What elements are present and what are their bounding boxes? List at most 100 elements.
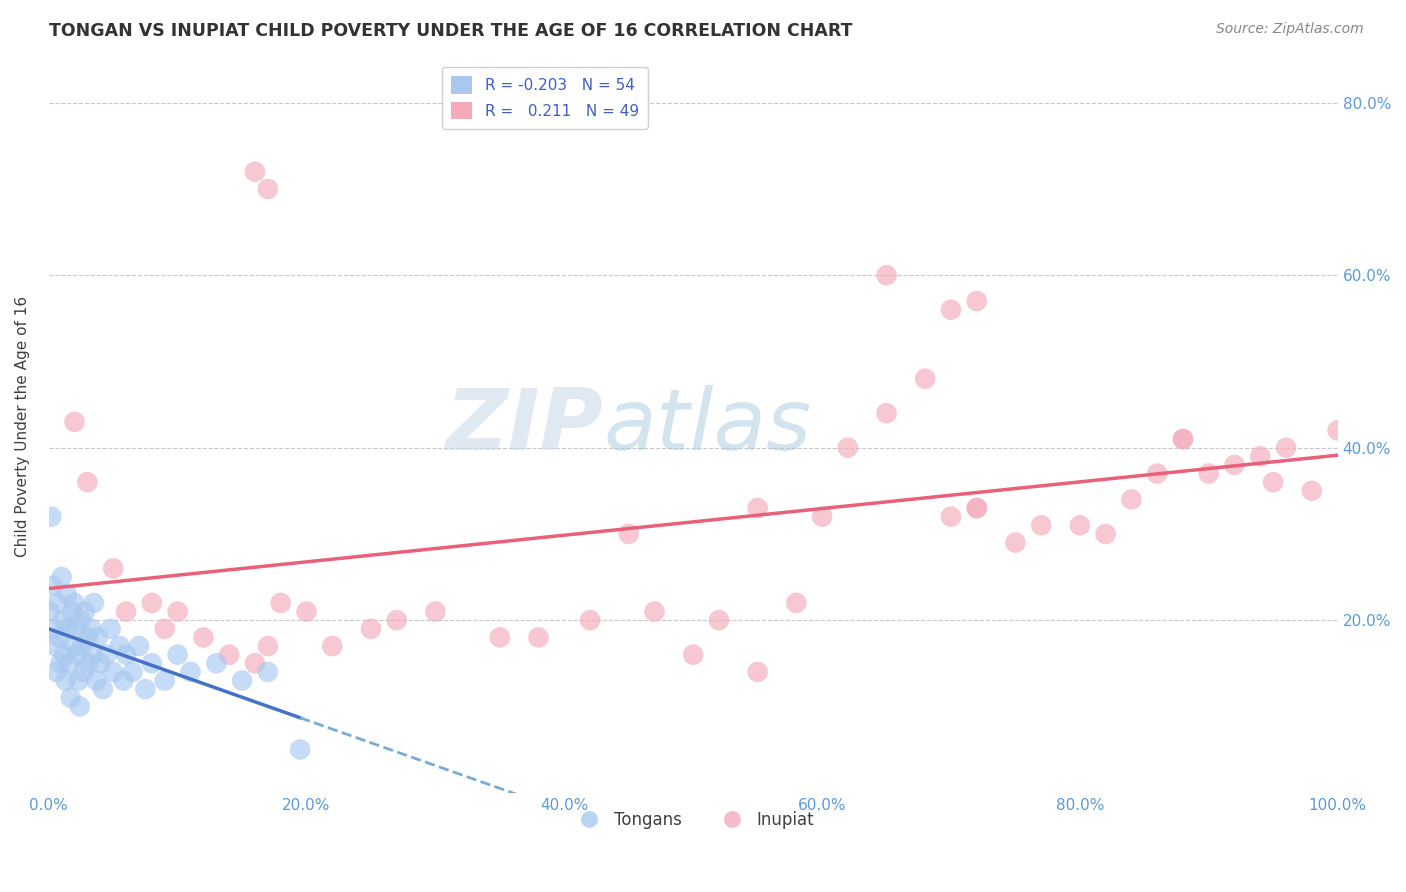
Point <box>1121 492 1143 507</box>
Point <box>87 631 110 645</box>
Point <box>1263 475 1285 490</box>
Point <box>180 665 202 679</box>
Point <box>1249 450 1271 464</box>
Legend: Tongans, Inupiat: Tongans, Inupiat <box>565 805 821 836</box>
Point <box>1004 535 1026 549</box>
Point <box>76 631 98 645</box>
Text: ZIP: ZIP <box>446 384 603 467</box>
Point <box>103 665 125 679</box>
Point <box>112 673 135 688</box>
Point <box>55 673 77 688</box>
Point <box>385 613 408 627</box>
Point <box>425 605 447 619</box>
Point <box>82 648 104 662</box>
Point <box>100 622 122 636</box>
Point <box>876 268 898 283</box>
Point <box>41 509 63 524</box>
Point <box>60 605 83 619</box>
Point <box>72 665 94 679</box>
Point <box>193 631 215 645</box>
Point <box>295 605 318 619</box>
Point <box>46 596 69 610</box>
Point <box>270 596 292 610</box>
Point <box>53 648 76 662</box>
Point <box>153 673 176 688</box>
Point <box>42 622 65 636</box>
Point <box>72 639 94 653</box>
Point <box>644 605 666 619</box>
Point <box>747 665 769 679</box>
Point <box>1301 483 1323 498</box>
Point <box>1146 467 1168 481</box>
Point <box>579 613 602 627</box>
Point <box>785 596 807 610</box>
Point <box>231 673 253 688</box>
Point <box>121 665 143 679</box>
Point <box>52 613 75 627</box>
Point <box>141 657 163 671</box>
Point <box>91 682 114 697</box>
Point <box>243 165 266 179</box>
Point <box>67 673 90 688</box>
Point <box>257 639 280 653</box>
Point <box>45 665 67 679</box>
Point <box>108 639 131 653</box>
Point <box>966 294 988 309</box>
Point <box>73 605 96 619</box>
Point <box>86 673 108 688</box>
Point <box>59 690 82 705</box>
Point <box>939 302 962 317</box>
Point <box>62 639 84 653</box>
Point <box>837 441 859 455</box>
Point <box>489 631 512 645</box>
Point <box>966 501 988 516</box>
Point <box>527 631 550 645</box>
Point <box>218 648 240 662</box>
Point <box>617 527 640 541</box>
Point <box>58 657 80 671</box>
Point <box>153 622 176 636</box>
Point <box>103 561 125 575</box>
Point <box>96 648 118 662</box>
Point <box>115 605 138 619</box>
Point <box>48 631 70 645</box>
Point <box>41 579 63 593</box>
Point <box>77 657 100 671</box>
Point <box>65 622 87 636</box>
Point <box>63 415 86 429</box>
Point <box>1171 432 1194 446</box>
Point <box>51 570 73 584</box>
Point <box>1031 518 1053 533</box>
Point <box>747 501 769 516</box>
Point <box>914 372 936 386</box>
Point <box>56 587 79 601</box>
Point <box>128 639 150 653</box>
Point <box>115 648 138 662</box>
Point <box>39 605 62 619</box>
Point <box>707 613 730 627</box>
Point <box>141 596 163 610</box>
Point <box>939 509 962 524</box>
Point <box>257 665 280 679</box>
Point <box>1326 424 1348 438</box>
Point <box>76 475 98 490</box>
Point <box>66 648 89 662</box>
Point <box>1275 441 1298 455</box>
Point <box>682 648 704 662</box>
Point <box>49 657 72 671</box>
Point <box>83 596 105 610</box>
Point <box>360 622 382 636</box>
Point <box>205 657 228 671</box>
Point <box>1069 518 1091 533</box>
Point <box>321 639 343 653</box>
Point <box>1171 432 1194 446</box>
Point <box>89 657 111 671</box>
Point <box>63 596 86 610</box>
Point <box>80 622 103 636</box>
Point <box>288 742 311 756</box>
Y-axis label: Child Poverty Under the Age of 16: Child Poverty Under the Age of 16 <box>15 295 30 557</box>
Point <box>257 182 280 196</box>
Point <box>56 622 79 636</box>
Text: TONGAN VS INUPIAT CHILD POVERTY UNDER THE AGE OF 16 CORRELATION CHART: TONGAN VS INUPIAT CHILD POVERTY UNDER TH… <box>49 22 852 40</box>
Point <box>166 605 188 619</box>
